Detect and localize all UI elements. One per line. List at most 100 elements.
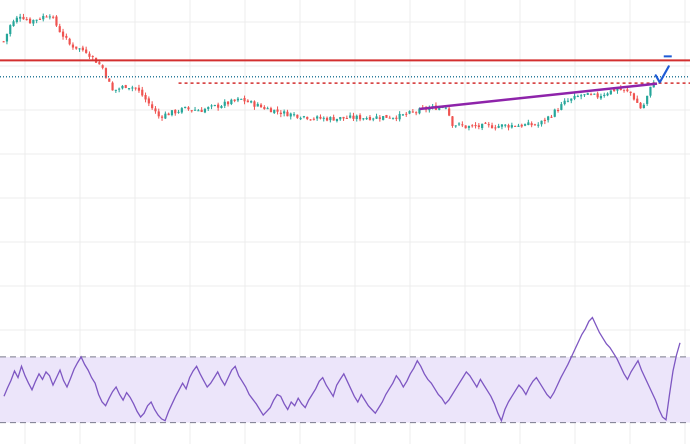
candle-body bbox=[464, 125, 467, 129]
candle-body bbox=[471, 125, 474, 127]
candle bbox=[448, 106, 451, 117]
candle-body bbox=[322, 117, 325, 119]
candle-body bbox=[213, 105, 216, 107]
candle-body bbox=[365, 118, 368, 120]
candle bbox=[141, 86, 144, 97]
candle-body bbox=[418, 108, 421, 114]
candle bbox=[457, 122, 461, 127]
candle-body bbox=[461, 124, 464, 126]
candle bbox=[352, 112, 355, 122]
candle bbox=[292, 112, 296, 117]
candle bbox=[85, 46, 88, 54]
candle bbox=[589, 92, 593, 96]
candle-body bbox=[484, 122, 487, 124]
candle bbox=[42, 13, 45, 22]
candle bbox=[296, 114, 299, 119]
candle bbox=[266, 106, 269, 110]
candle-body bbox=[586, 93, 589, 95]
candle bbox=[550, 114, 553, 119]
candle-body bbox=[236, 98, 240, 101]
candle-body bbox=[55, 16, 58, 26]
candle-body bbox=[5, 33, 9, 42]
candle bbox=[454, 125, 457, 128]
candle bbox=[510, 122, 513, 129]
candle bbox=[636, 95, 639, 103]
candle-body bbox=[197, 110, 200, 112]
candle-body bbox=[306, 116, 309, 120]
candle-body bbox=[355, 115, 358, 120]
candle bbox=[309, 119, 312, 121]
candle bbox=[543, 117, 546, 125]
candle-body bbox=[639, 102, 642, 109]
candle-body bbox=[649, 86, 652, 96]
candle bbox=[147, 96, 150, 107]
candle-body bbox=[276, 109, 279, 112]
candle bbox=[154, 106, 157, 114]
candle bbox=[170, 110, 174, 117]
candle bbox=[415, 111, 418, 116]
candle-body bbox=[570, 98, 573, 101]
candle-body bbox=[137, 87, 141, 91]
candle bbox=[151, 101, 154, 110]
candle-body bbox=[629, 91, 632, 94]
candle-body bbox=[583, 94, 586, 96]
candle-body bbox=[391, 117, 395, 119]
candle-body bbox=[2, 41, 5, 43]
candle bbox=[286, 109, 289, 117]
candle bbox=[233, 99, 236, 103]
candle-body bbox=[626, 89, 629, 92]
candle-body bbox=[448, 108, 451, 116]
candle-body bbox=[349, 115, 352, 118]
candle bbox=[230, 98, 233, 106]
candle-body bbox=[230, 99, 233, 105]
candle bbox=[484, 121, 487, 124]
candle-body bbox=[22, 16, 25, 20]
candle-body bbox=[385, 114, 388, 118]
candle bbox=[616, 88, 619, 94]
candle-body bbox=[61, 31, 65, 37]
candle-body bbox=[335, 118, 339, 121]
candle bbox=[533, 123, 537, 126]
candle-body bbox=[52, 16, 55, 18]
candle bbox=[253, 100, 256, 110]
candle-body bbox=[104, 68, 108, 78]
candle bbox=[494, 124, 497, 131]
candle bbox=[263, 105, 266, 110]
candle-body bbox=[299, 118, 302, 120]
candle bbox=[342, 116, 345, 121]
candle bbox=[378, 115, 381, 122]
candle bbox=[28, 17, 32, 24]
candle-body bbox=[58, 26, 61, 33]
candle-body bbox=[101, 65, 104, 68]
candle bbox=[560, 101, 563, 111]
candle bbox=[530, 121, 533, 128]
candle-body bbox=[15, 17, 18, 23]
candle bbox=[401, 113, 405, 117]
candle bbox=[490, 122, 494, 129]
candle-body bbox=[616, 89, 619, 91]
candle bbox=[88, 51, 91, 60]
candle bbox=[48, 14, 51, 20]
candle bbox=[111, 81, 114, 91]
candle-body bbox=[309, 119, 312, 121]
candle-body bbox=[147, 98, 150, 104]
candle-body bbox=[438, 106, 441, 110]
candle bbox=[15, 15, 18, 24]
candle-body bbox=[121, 85, 124, 89]
candle bbox=[167, 112, 170, 116]
candle bbox=[306, 116, 309, 121]
candle bbox=[134, 87, 137, 91]
candle bbox=[365, 116, 368, 120]
candle-body bbox=[259, 104, 263, 108]
candle bbox=[355, 114, 358, 122]
candle bbox=[223, 99, 226, 109]
candle-body bbox=[292, 114, 296, 116]
candle bbox=[236, 96, 240, 103]
candle-body bbox=[596, 93, 599, 98]
candle-body bbox=[599, 96, 603, 99]
candle bbox=[52, 15, 55, 19]
candle-body bbox=[207, 107, 210, 109]
candle-body bbox=[408, 111, 411, 114]
candle-body bbox=[372, 118, 375, 120]
